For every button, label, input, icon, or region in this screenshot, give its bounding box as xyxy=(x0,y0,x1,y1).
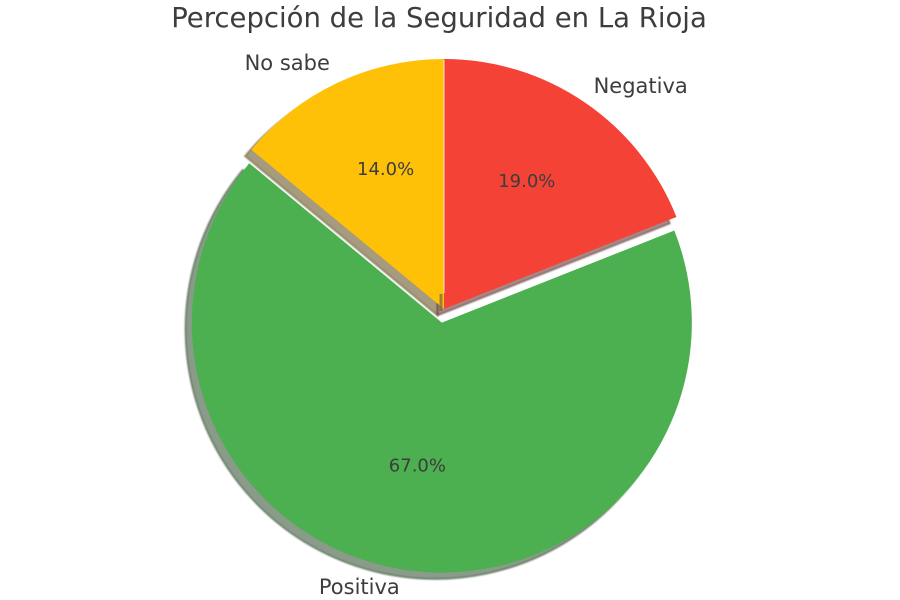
wedge-no-sabe xyxy=(251,58,444,309)
pct-label-no-sabe: 14.0% xyxy=(357,159,414,180)
pct-label-positiva: 67.0% xyxy=(389,456,446,477)
wedge-positiva xyxy=(191,163,692,573)
pie-wedge-layer xyxy=(191,58,692,573)
pie-seam-layer xyxy=(439,60,445,311)
slice-label-no-sabe: No sabe xyxy=(245,51,330,75)
pie-text-layer: Negativa 19.0% Positiva 67.0% No sabe 14.0% xyxy=(245,51,688,599)
wedge-negativa xyxy=(444,59,677,309)
slice-label-positiva: Positiva xyxy=(319,575,400,599)
pct-label-negativa: 19.0% xyxy=(498,171,555,192)
chart-title: Percepción de la Seguridad en La Rioja xyxy=(171,2,707,34)
slice-label-negativa: Negativa xyxy=(594,74,688,98)
